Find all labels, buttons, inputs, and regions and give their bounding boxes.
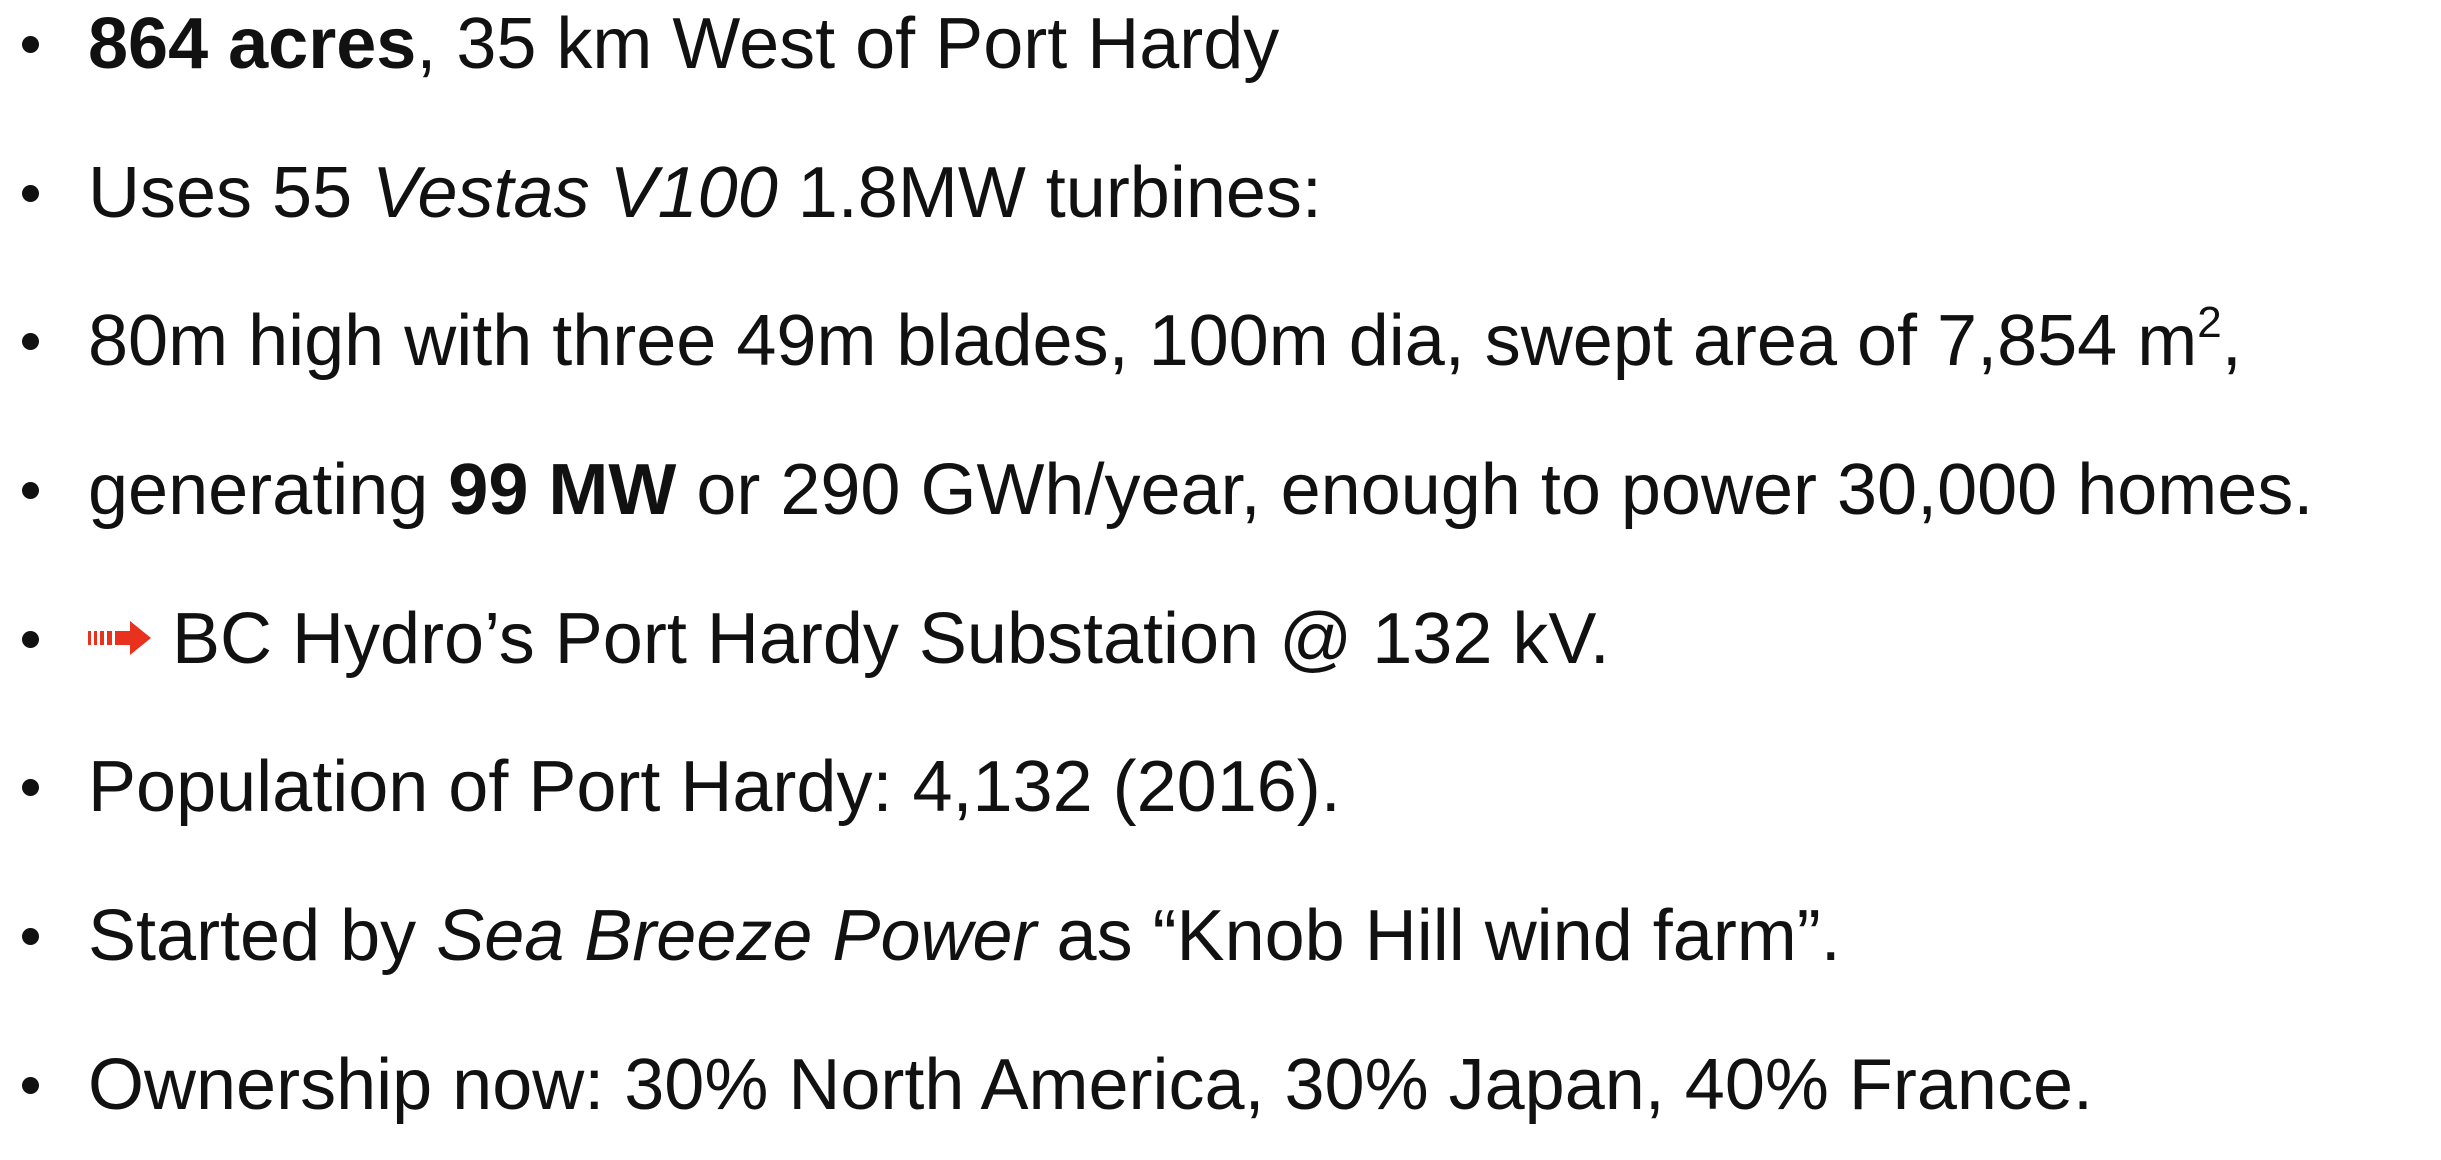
text: Ownership now: 30% North America, 30% Ja…: [88, 1044, 2093, 1125]
text: Population of Port Hardy: 4,132 (2016).: [88, 747, 1341, 828]
text: , 35 km West of Port Hardy: [416, 4, 1280, 84]
bullet-dot: [22, 1076, 39, 1094]
text: 1.8MW turbines:: [777, 152, 1322, 233]
bullet-item: BC Hydro’s Port Hardy Substation @ 132 k…: [0, 565, 2441, 714]
bullet-item: Population of Port Hardy: 4,132 (2016).: [0, 713, 2441, 862]
bullet-item: Uses 55 Vestas V100 1.8MW turbines:: [0, 119, 2441, 268]
bullet-dot: [22, 779, 39, 797]
text: generating: [88, 450, 449, 531]
text: BC Hydro’s Port Hardy Substation @ 132 k…: [172, 598, 1610, 679]
bullet-dot: [22, 333, 39, 351]
bullet-item: generating 99 MW or 290 GWh/year, enough…: [0, 416, 2441, 565]
bullet-item: Ownership now: 30% North America, 30% Ja…: [0, 1011, 2441, 1160]
bold-text: 99 MW: [448, 450, 677, 531]
bold-text: 864 acres: [88, 4, 417, 84]
bullet-dot: [22, 482, 39, 500]
text: Uses 55: [88, 152, 373, 233]
arrow-icon: [88, 620, 151, 655]
bullet-item: Started by Sea Breeze Power as “Knob Hil…: [0, 862, 2441, 1011]
bullet-dot: [22, 928, 39, 946]
bullet-dot: [22, 184, 39, 202]
italic-text: Sea Breeze Power: [436, 896, 1037, 977]
text: 80m high with three 49m blades, 100m dia…: [88, 301, 2198, 382]
text: or 290 GWh/year, enough to power 30,000 …: [676, 450, 2314, 531]
slide: 864 acres, 35 km West of Port Hardy Uses…: [22, 4, 2314, 1125]
text: as “Knob Hill wind farm”.: [1036, 896, 1841, 977]
superscript: 2: [2197, 298, 2222, 348]
italic-text: Vestas V100: [372, 152, 778, 233]
bullet-dot: [22, 36, 39, 53]
bullet-item: 864 acres, 35 km West of Port Hardy: [0, 0, 2441, 119]
text: ,: [2221, 301, 2242, 382]
text: Started by: [88, 896, 437, 977]
bullet-dot: [22, 630, 39, 648]
bullet-item: 80m high with three 49m blades, 100m dia…: [0, 267, 2441, 416]
